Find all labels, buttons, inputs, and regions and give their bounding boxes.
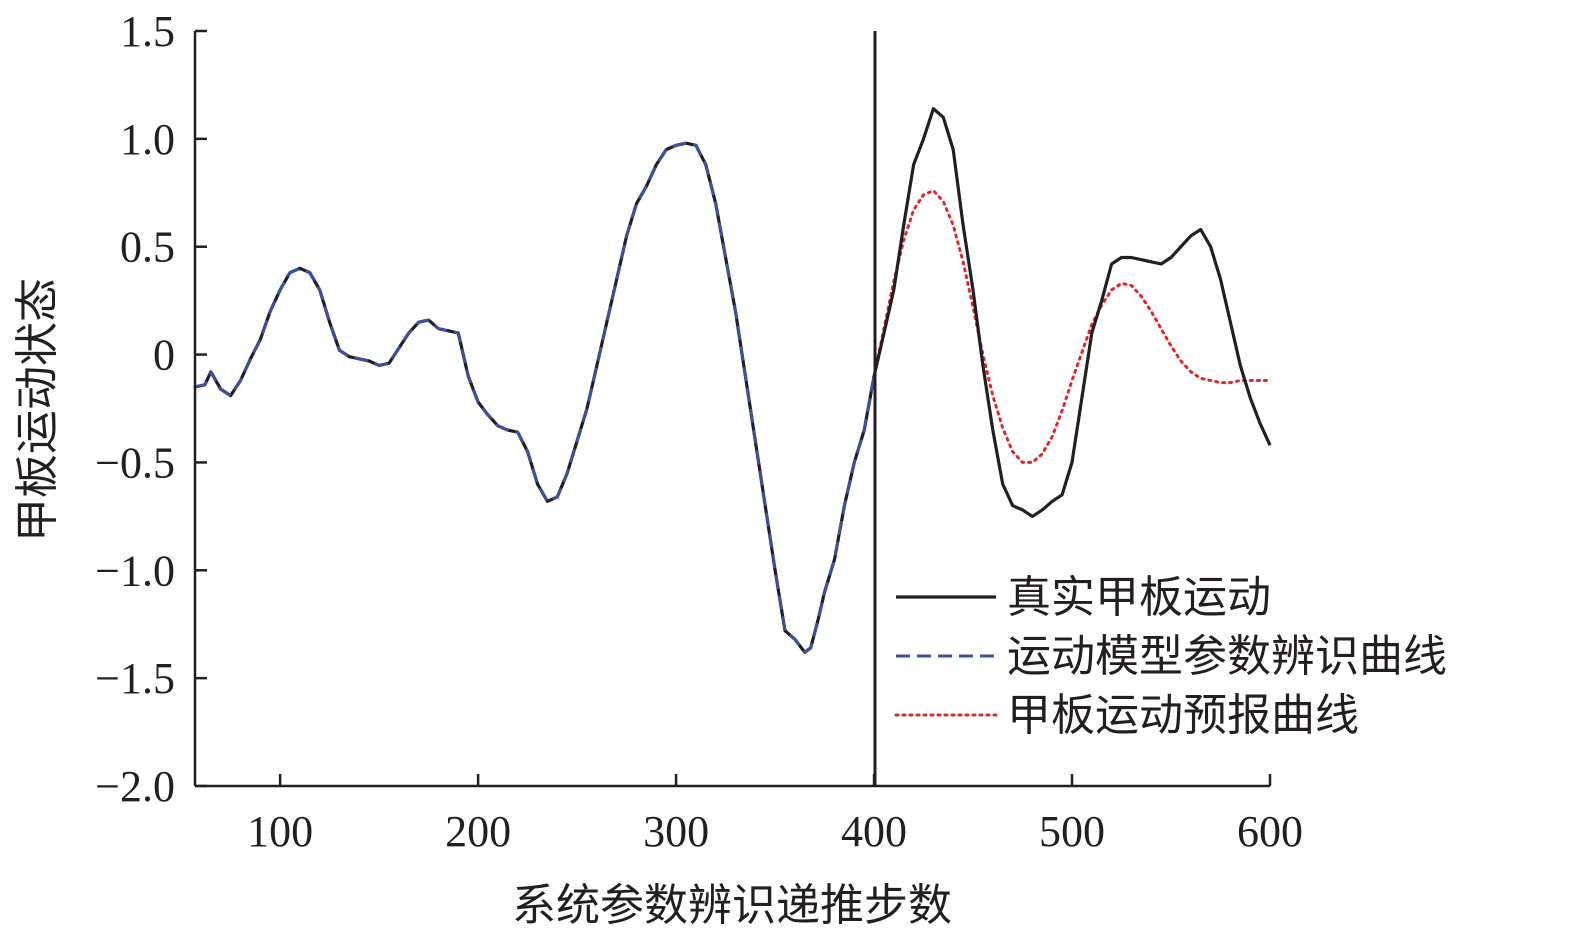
legend-label-3: 甲板运动预报曲线 (1007, 690, 1359, 741)
y-tick-label: 1.5 (120, 7, 175, 56)
y-axis-title: 甲板运动状态 (12, 278, 63, 542)
ticks: 100 200 300 400 500 600 1.5 1.0 0.5 0 −0.5 −1.0 −1.5… (95, 7, 1303, 856)
series-line-1 (194, 107, 1272, 654)
y-tick-label: −0.5 (95, 438, 175, 487)
x-tick-label: 400 (841, 807, 907, 856)
x-tick-label: 200 (445, 807, 511, 856)
x-tick-label: 500 (1039, 807, 1105, 856)
x-tick-label: 300 (643, 807, 709, 856)
legend-label-1: 真实甲板运动 (1007, 572, 1271, 623)
x-axis-title: 系统参数辨识递推步数 (512, 880, 952, 931)
y-tick-label: 1.0 (120, 115, 175, 164)
legend-label-2: 运动模型参数辨识曲线 (1007, 631, 1447, 682)
y-tick-label: −2.0 (95, 762, 175, 811)
series-line-2 (194, 141, 876, 654)
plot-lines (193, 107, 1272, 654)
x-tick-label: 100 (247, 807, 313, 856)
axes (193, 31, 1270, 788)
y-tick-label: 0 (153, 331, 175, 380)
x-tick-label: 600 (1237, 807, 1303, 856)
y-tick-label: −1.0 (95, 546, 175, 595)
y-tick-label: 0.5 (120, 223, 175, 272)
y-tick-label: −1.5 (95, 654, 175, 703)
